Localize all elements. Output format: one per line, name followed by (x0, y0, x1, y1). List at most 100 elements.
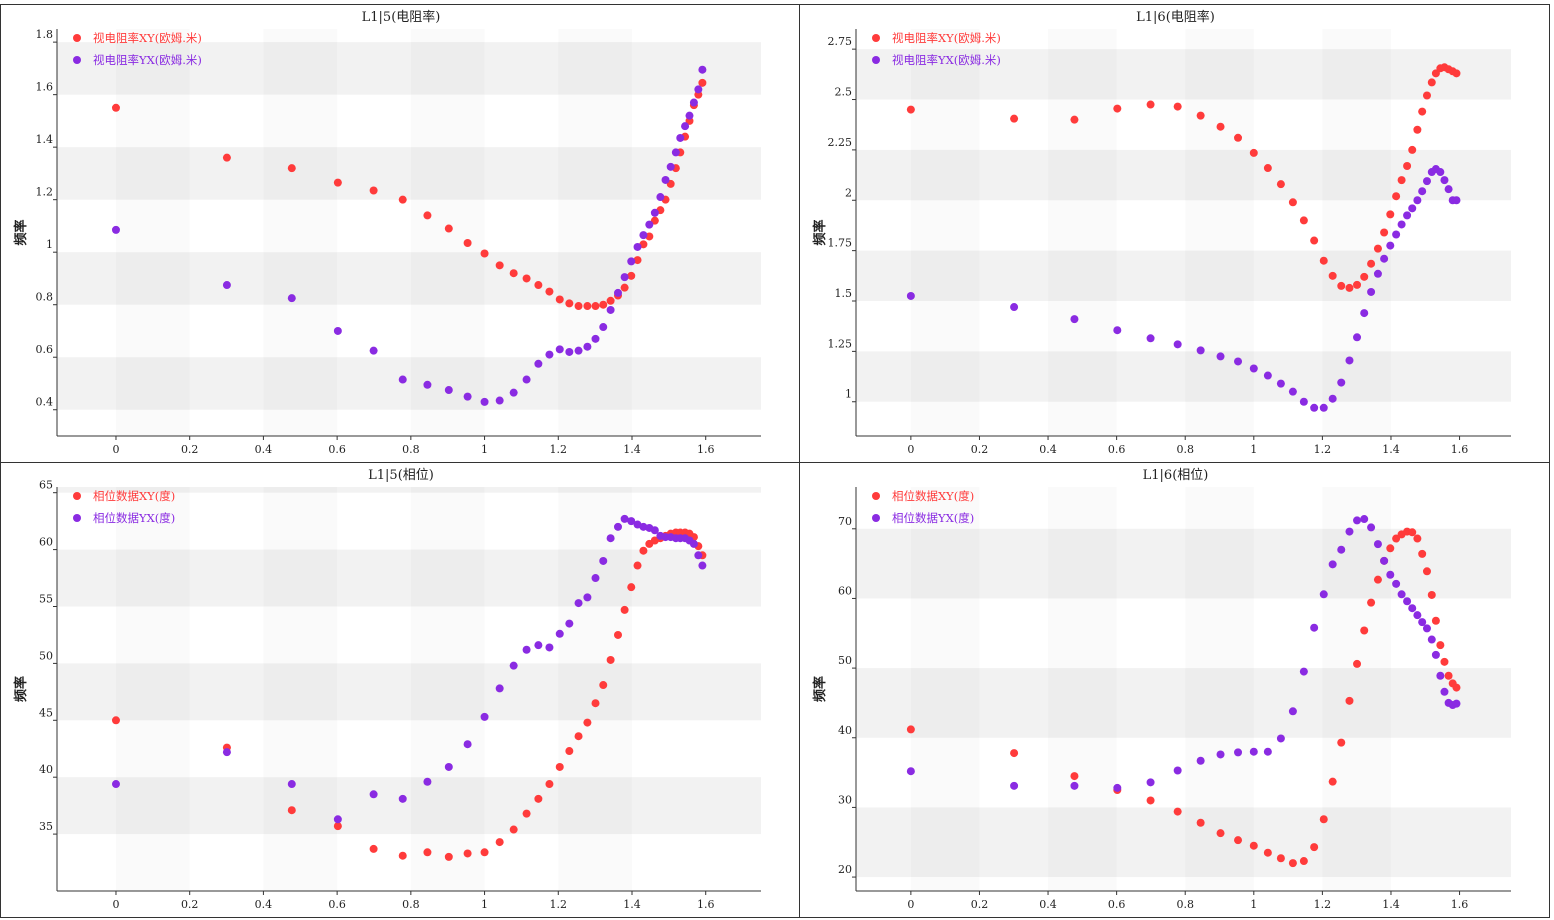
x-tick-label: 0.6 (328, 443, 346, 456)
plot-band (116, 29, 190, 436)
data-point (1353, 659, 1362, 668)
x-tick-label: 0.6 (328, 898, 346, 911)
x-tick-label: 0.6 (1108, 443, 1126, 456)
data-point (111, 225, 120, 234)
data-point (681, 122, 690, 131)
data-point (534, 794, 543, 803)
data-point (1337, 545, 1346, 554)
x-tick-label: 1.4 (1382, 898, 1400, 911)
data-point (1173, 766, 1182, 775)
data-point (495, 838, 504, 847)
data-point (1373, 269, 1382, 278)
x-tick-label: 0.8 (1176, 898, 1194, 911)
y-tick-label: 1.75 (828, 237, 853, 250)
data-point (522, 809, 531, 818)
data-point (1263, 164, 1272, 173)
data-point (1422, 624, 1431, 633)
x-tick-label: 1.2 (1314, 443, 1332, 456)
plot-band (57, 42, 761, 95)
plot-band (1185, 29, 1254, 436)
data-point (1276, 734, 1285, 743)
legend-marker (872, 56, 880, 64)
data-point (1386, 210, 1395, 219)
chart-panel-top-right: L1|6(电阻率) 频率 1 1.25 1.5 1.75 2 2.25 2.5 2.75 0 0.2 0… (799, 4, 1550, 463)
plot-band (856, 149, 1511, 201)
data-point (606, 534, 615, 543)
data-point (111, 716, 120, 725)
data-point (1328, 560, 1337, 569)
data-point (534, 641, 543, 650)
legend-label: 相位数据XY(度) (892, 489, 974, 503)
plot-band (57, 777, 761, 835)
y-tick-label: 1.5 (835, 287, 853, 300)
data-point (369, 186, 378, 195)
data-point (545, 287, 554, 296)
data-point (1299, 857, 1308, 866)
plot-band (558, 487, 632, 891)
plot-band (57, 549, 761, 607)
x-tick-label: 1.6 (1451, 443, 1469, 456)
plot-band (57, 357, 761, 410)
data-point (671, 148, 680, 157)
data-point (1249, 747, 1258, 756)
data-point (398, 851, 407, 860)
y-tick-label: 1 (845, 388, 852, 401)
data-point (606, 296, 615, 305)
data-point (522, 375, 531, 384)
data-point (555, 295, 564, 304)
legend-marker (872, 34, 880, 42)
x-tick-label: 0.4 (255, 898, 273, 911)
data-point (1310, 623, 1319, 632)
data-point (666, 162, 675, 171)
data-point (606, 655, 615, 664)
chart-panel-top-left: L1|5(电阻率) 频率 0.4 0.6 0.8 1 1.2 1.4 1.6 1.8 0 0.2 0.4… (0, 4, 800, 463)
data-point (1276, 379, 1285, 388)
data-point (1196, 756, 1205, 765)
chart-panel-bottom-right: L1|6(相位) 频率 20 30 40 50 60 70 0 0.2 0.4 0.6 0.8 1 1.2 1… (799, 462, 1550, 918)
data-point (509, 388, 518, 397)
data-point (1380, 556, 1389, 565)
chart-svg: L1|5(电阻率) 频率 0.4 0.6 0.8 1 1.2 1.4 1.6 1.8 0 0.2 0.4… (13, 9, 761, 456)
data-point (633, 561, 642, 570)
data-point (1408, 145, 1417, 154)
data-point (627, 257, 636, 266)
data-point (633, 256, 642, 265)
data-point (906, 767, 915, 776)
data-point (369, 790, 378, 799)
data-point (1319, 256, 1328, 265)
plot-band (57, 487, 761, 493)
data-point (1234, 748, 1243, 757)
y-axis-label: 频率 (13, 219, 29, 245)
data-point (1345, 696, 1354, 705)
data-point (333, 822, 342, 831)
data-point (574, 599, 583, 608)
data-point (287, 294, 296, 303)
plot-band (411, 487, 485, 891)
data-point (1427, 590, 1436, 599)
data-point (1452, 699, 1461, 708)
data-point (633, 242, 642, 251)
x-tick-label: 1.2 (550, 443, 568, 456)
data-point (480, 712, 489, 721)
data-point (1196, 818, 1205, 827)
y-tick-label: 1.6 (36, 81, 54, 94)
data-point (1196, 346, 1205, 355)
x-tick-label: 1.6 (697, 443, 715, 456)
data-point (480, 249, 489, 258)
chart-title: L1|6(电阻率) (1136, 9, 1215, 25)
x-tick-label: 0.2 (971, 898, 989, 911)
data-point (906, 291, 915, 300)
data-point (656, 193, 665, 202)
data-point (1288, 387, 1297, 396)
y-tick-label: 20 (838, 863, 852, 876)
data-point (480, 397, 489, 406)
data-point (698, 561, 707, 570)
data-point (369, 844, 378, 853)
data-point (1299, 216, 1308, 225)
data-point (906, 105, 915, 114)
data-point (1440, 657, 1449, 666)
legend-marker (73, 56, 81, 64)
x-tick-label: 1.6 (697, 898, 715, 911)
data-point (1353, 516, 1362, 525)
data-point (1146, 100, 1155, 109)
